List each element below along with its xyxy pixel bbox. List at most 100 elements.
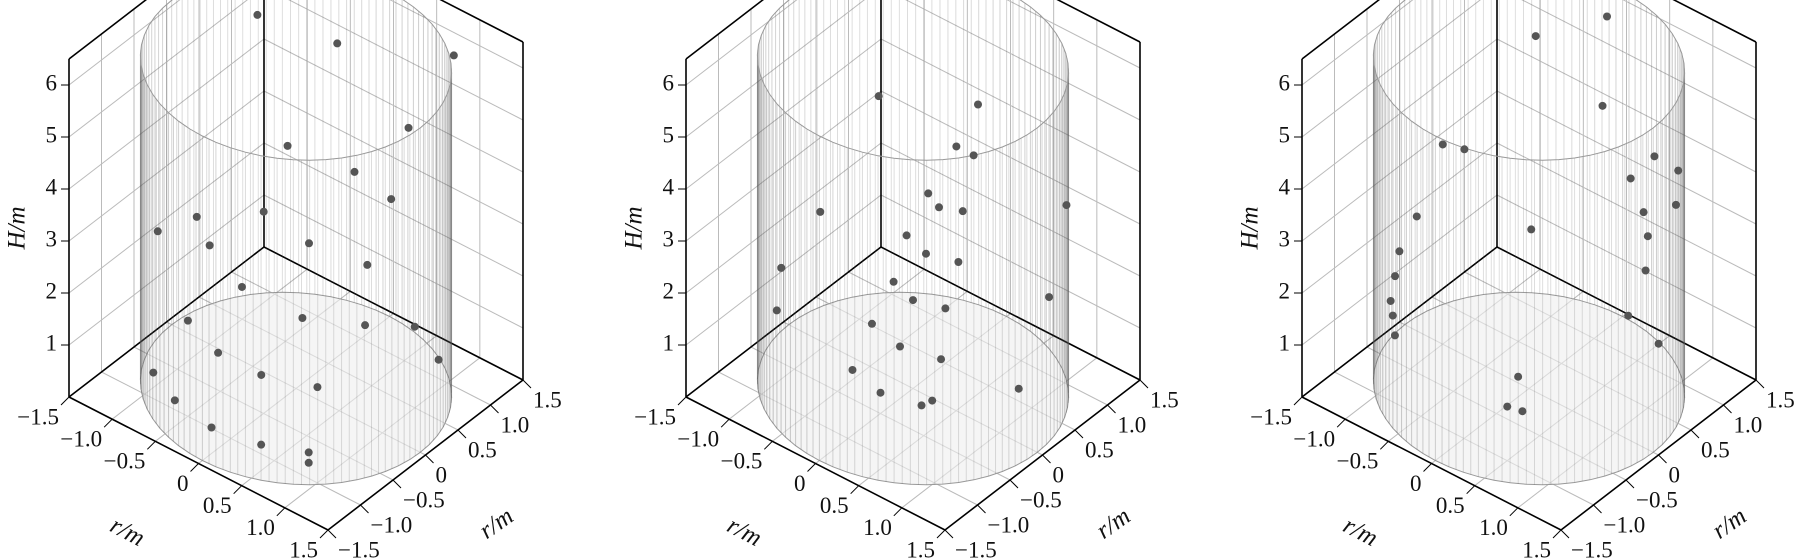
data-point xyxy=(848,365,857,374)
grid-line xyxy=(880,38,1141,173)
grid-line xyxy=(68,38,265,190)
tick-mark xyxy=(720,418,730,428)
tick-mark xyxy=(1009,479,1019,489)
data-point xyxy=(1650,152,1659,161)
grid-line xyxy=(880,142,1141,277)
y-tick-label: −1.0 xyxy=(371,512,413,537)
tick-mark xyxy=(677,396,687,406)
tick-mark xyxy=(103,418,113,428)
data-point xyxy=(1654,339,1663,348)
z-tick-label: 1 xyxy=(1279,330,1291,355)
cylinder-top xyxy=(139,0,453,161)
cylinder-top xyxy=(1372,0,1686,161)
tick-mark xyxy=(276,507,286,517)
data-point xyxy=(902,231,911,240)
tick-mark xyxy=(1423,463,1432,472)
tick-mark xyxy=(1593,504,1602,514)
data-point xyxy=(1531,32,1540,41)
data-point xyxy=(1643,232,1652,241)
x-tick-label: −1.0 xyxy=(677,426,719,451)
data-point xyxy=(777,263,786,272)
x-tick-label: 1.5 xyxy=(289,537,318,559)
cylinder-base xyxy=(756,291,1070,486)
data-point xyxy=(253,10,262,19)
axis-line xyxy=(68,0,148,60)
y-tick-label: −1.0 xyxy=(1604,512,1646,537)
grid-line xyxy=(1006,0,1141,69)
z-axis-label: H/m xyxy=(621,206,648,250)
x-tick-label: −0.5 xyxy=(721,449,763,474)
y-tick-label: 1.5 xyxy=(1766,387,1795,412)
data-point xyxy=(1518,407,1527,416)
grid-line xyxy=(263,90,524,225)
z-tick-label: 1 xyxy=(663,330,675,355)
tick-mark xyxy=(60,396,70,406)
z-tick-label: 4 xyxy=(1279,174,1291,199)
data-point xyxy=(170,396,179,405)
y-tick-label: −1.5 xyxy=(955,537,997,559)
y-tick-label: −1.5 xyxy=(338,537,380,559)
axis-line xyxy=(1301,0,1381,60)
tick-mark xyxy=(944,529,954,539)
data-point xyxy=(1391,272,1400,281)
grid-line xyxy=(68,90,265,242)
grid-line xyxy=(1301,38,1498,190)
grid-line xyxy=(1496,38,1757,173)
data-point xyxy=(937,355,946,364)
z-tick-label: 6 xyxy=(1279,70,1291,95)
data-point xyxy=(313,383,322,392)
data-point xyxy=(207,423,216,432)
x-tick-label: 1.0 xyxy=(863,515,892,540)
y-tick-label: 1.0 xyxy=(501,412,530,437)
data-point xyxy=(434,355,443,364)
data-point xyxy=(958,207,967,216)
data-point xyxy=(941,304,950,313)
data-point xyxy=(214,348,223,357)
grid-line xyxy=(1521,0,1757,121)
z-tick-label: 3 xyxy=(1279,226,1291,251)
data-point xyxy=(1388,311,1397,320)
y-tick-label: 0 xyxy=(436,462,448,487)
axis-line xyxy=(327,379,524,531)
x-tick-label: 0.5 xyxy=(820,493,849,518)
grid-line xyxy=(68,194,265,346)
grid-line xyxy=(1301,194,1498,346)
grid-line xyxy=(68,0,248,138)
tick-mark xyxy=(1658,454,1667,464)
tick-mark xyxy=(425,454,434,464)
x-tick-label: −1.0 xyxy=(60,426,102,451)
data-point xyxy=(361,321,370,330)
grid-line xyxy=(263,38,524,173)
data-point xyxy=(205,241,214,250)
data-point xyxy=(917,401,926,410)
data-point xyxy=(305,239,313,248)
data-point xyxy=(1626,174,1635,183)
grid-line xyxy=(880,194,1141,329)
grid-line xyxy=(68,0,181,86)
axis-line xyxy=(685,246,882,398)
tick-mark xyxy=(457,429,467,439)
x-tick-label: 1.5 xyxy=(1522,537,1551,559)
axis-line xyxy=(68,246,265,398)
y-tick-label: −1.5 xyxy=(1571,537,1613,559)
y-tick-label: −1.0 xyxy=(988,512,1030,537)
axis-line xyxy=(263,246,524,381)
z-tick-label: 5 xyxy=(1279,122,1291,147)
tick-mark xyxy=(1723,404,1732,414)
data-point xyxy=(304,448,313,457)
data-point xyxy=(772,306,781,315)
data-point xyxy=(1527,225,1536,234)
data-point xyxy=(1460,145,1469,154)
y-tick-label: 1.0 xyxy=(1734,412,1763,437)
data-point xyxy=(974,100,982,109)
data-point xyxy=(1386,296,1395,305)
data-point xyxy=(909,296,917,305)
x-axis-label: r/m xyxy=(723,512,766,552)
axis-line xyxy=(944,379,1141,531)
x-tick-label: 1.5 xyxy=(906,537,935,559)
data-point xyxy=(867,319,876,328)
data-point xyxy=(1603,12,1611,21)
cylinder-base xyxy=(1372,291,1686,486)
x-axis-label: r/m xyxy=(106,512,149,552)
